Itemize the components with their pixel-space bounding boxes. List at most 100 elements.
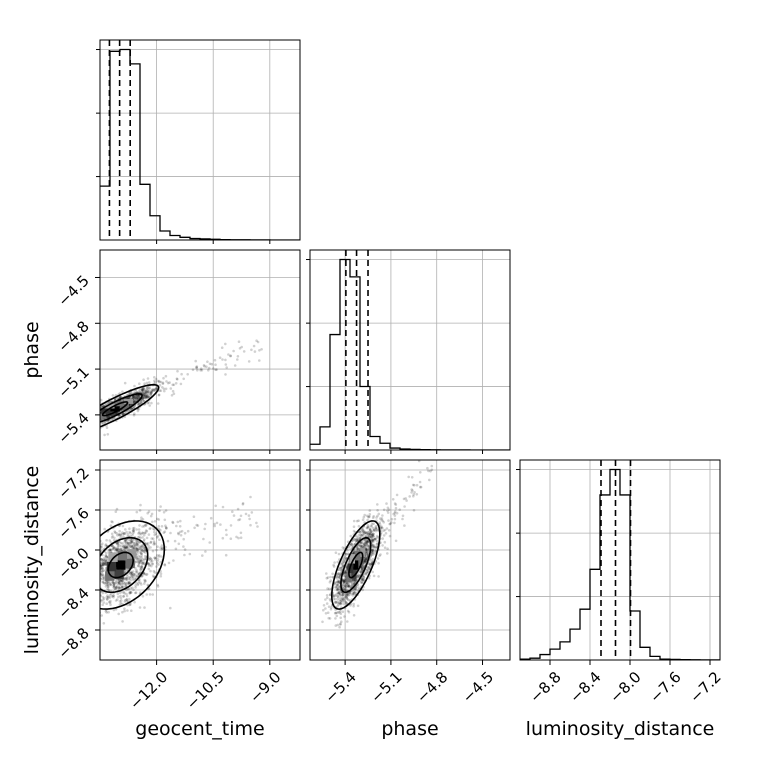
sample-point: [376, 536, 379, 539]
sample-point: [127, 581, 131, 584]
sample-point: [105, 555, 108, 559]
sample-point: [112, 547, 115, 550]
sample-point: [371, 551, 374, 555]
sample-point: [140, 554, 143, 557]
sample-point: [336, 588, 339, 591]
sample-point: [179, 382, 183, 386]
sample-point: [361, 533, 365, 537]
sample-point: [91, 565, 94, 568]
sample-point: [352, 592, 356, 595]
sample-point: [109, 541, 113, 544]
sample-point: [390, 521, 393, 524]
sample-point: [85, 566, 88, 569]
sample-point: [338, 581, 341, 584]
sample-point: [105, 555, 108, 559]
sample-point: [371, 538, 374, 542]
sample-point: [105, 426, 109, 430]
sample-point: [163, 563, 167, 567]
sample-point: [343, 574, 347, 577]
sample-point: [103, 582, 107, 585]
sample-point: [383, 528, 387, 532]
sample-point: [113, 581, 117, 585]
sample-point: [102, 578, 106, 582]
sample-point: [133, 395, 136, 399]
sample-point: [90, 428, 93, 431]
sample-point: [337, 579, 341, 583]
sample-point: [366, 539, 369, 542]
sample-point: [363, 561, 366, 564]
sample-point: [380, 518, 383, 522]
sample-point: [237, 518, 240, 522]
sample-point: [370, 539, 374, 543]
sample-point: [212, 367, 215, 370]
sample-point: [139, 552, 143, 555]
density-block: [117, 550, 128, 561]
sample-point: [150, 391, 153, 394]
sample-point: [377, 575, 380, 578]
sample-point: [393, 510, 397, 513]
x-tick-label: −8.0: [606, 668, 644, 706]
sample-point: [114, 546, 118, 550]
sample-point: [81, 571, 84, 574]
density-contour: [330, 520, 381, 610]
sample-point: [85, 576, 88, 579]
sample-point: [94, 416, 97, 419]
sample-point: [176, 378, 179, 381]
sample-point: [360, 541, 363, 545]
sample-point: [345, 594, 348, 597]
density-content: [60, 495, 259, 625]
sample-point: [105, 538, 108, 542]
sample-point: [97, 557, 100, 560]
sample-point: [367, 532, 370, 536]
sample-point: [336, 623, 340, 627]
sample-point: [208, 362, 212, 366]
sample-point: [325, 572, 328, 575]
sample-point: [138, 535, 141, 538]
sample-point: [131, 546, 135, 550]
sample-point: [145, 381, 149, 385]
sample-point: [102, 622, 106, 625]
sample-point: [135, 547, 139, 551]
sample-point: [339, 602, 342, 605]
sample-point: [150, 389, 154, 392]
sample-point: [133, 572, 136, 576]
sample-point: [139, 561, 142, 565]
sample-point: [146, 395, 150, 398]
sample-point: [93, 421, 96, 424]
sample-point: [334, 585, 337, 589]
sample-point: [117, 532, 121, 536]
sample-point: [374, 545, 377, 549]
sample-point: [345, 596, 349, 599]
sample-point: [236, 507, 240, 511]
sample-point: [118, 586, 121, 589]
sample-point: [90, 408, 93, 411]
sample-point: [90, 425, 93, 428]
sample-point: [182, 545, 185, 548]
sample-point: [149, 527, 152, 530]
sample-point: [100, 573, 103, 576]
sample-point: [378, 523, 382, 526]
sample-point: [92, 592, 95, 595]
sample-point: [81, 575, 84, 578]
sample-point: [238, 518, 242, 521]
sample-point: [86, 566, 89, 569]
sample-point: [60, 586, 63, 589]
sample-point: [89, 414, 92, 417]
sample-point: [138, 578, 141, 581]
sample-point: [204, 522, 207, 526]
sample-point: [410, 488, 414, 491]
sample-point: [360, 567, 364, 570]
sample-point: [141, 558, 144, 561]
sample-point: [370, 535, 373, 539]
sample-point: [137, 560, 140, 563]
density-contour: [101, 401, 129, 417]
sample-point: [133, 600, 136, 604]
sample-point: [361, 527, 365, 531]
sample-point: [336, 580, 340, 584]
sample-point: [117, 548, 120, 551]
sample-point: [361, 530, 365, 533]
sample-point: [159, 546, 162, 549]
sample-point: [145, 393, 149, 397]
sample-point: [347, 561, 351, 564]
sample-point: [405, 499, 408, 502]
